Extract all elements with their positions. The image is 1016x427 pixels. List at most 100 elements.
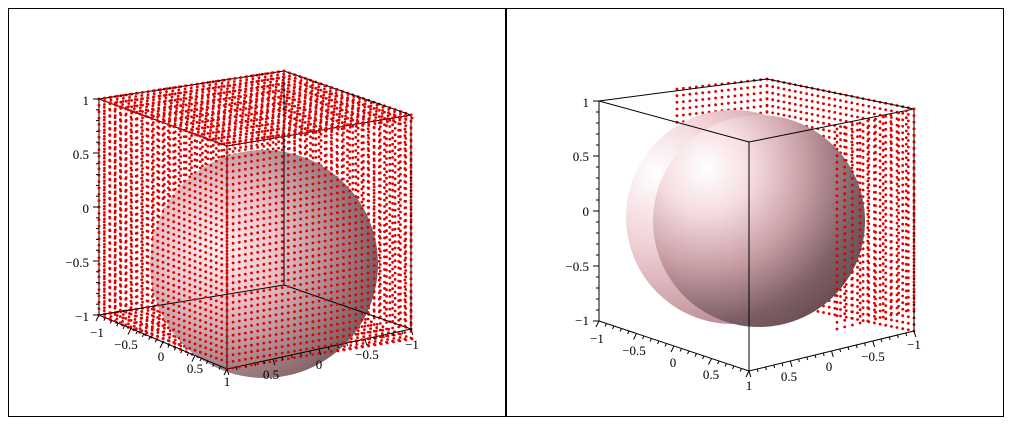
data-point [129, 191, 133, 195]
data-point [179, 155, 183, 158]
data-point [130, 270, 133, 274]
data-point [305, 196, 309, 200]
data-point [244, 154, 247, 158]
data-point [97, 269, 101, 272]
data-point [108, 107, 112, 111]
data-point [102, 239, 106, 243]
data-point [215, 125, 219, 128]
data-point [118, 315, 122, 318]
data-point [152, 311, 156, 315]
data-point [378, 177, 382, 181]
data-point [188, 102, 191, 105]
data-point [150, 282, 154, 286]
data-point [193, 151, 197, 155]
data-point [188, 296, 192, 299]
data-point [198, 319, 202, 322]
data-point [268, 347, 272, 350]
data-point [231, 202, 235, 206]
data-point [166, 205, 170, 209]
data-point [244, 107, 248, 110]
data-point [156, 170, 160, 173]
data-point [360, 200, 364, 204]
data-point [166, 180, 170, 184]
data-point [156, 157, 160, 161]
data-point [124, 177, 128, 181]
data-point [323, 239, 327, 243]
data-point [256, 165, 260, 169]
data-point [139, 106, 142, 110]
data-point [214, 147, 218, 150]
data-point [209, 176, 213, 180]
data-point [342, 164, 345, 168]
data-point [250, 363, 253, 367]
data-point [209, 215, 213, 218]
data-point [168, 131, 172, 135]
data-point [403, 160, 407, 164]
data-point [388, 244, 392, 248]
data-point [161, 191, 165, 194]
data-point [351, 143, 355, 147]
data-point [356, 164, 360, 168]
data-point [204, 295, 208, 299]
data-point [204, 238, 208, 242]
data-point [140, 227, 144, 231]
data-point [342, 229, 345, 233]
data-point [225, 275, 229, 279]
data-point [305, 334, 309, 338]
data-point [244, 318, 247, 322]
data-point [303, 139, 307, 143]
data-point [124, 202, 128, 206]
data-point [193, 323, 197, 327]
data-point [385, 189, 388, 193]
data-point [311, 162, 315, 166]
data-point [293, 172, 296, 176]
data-point [262, 308, 266, 312]
data-point [388, 137, 392, 141]
data-point [403, 206, 407, 210]
data-point [360, 207, 364, 210]
data-point [102, 125, 106, 128]
data-point [250, 166, 253, 170]
data-point [329, 310, 333, 314]
data-point [305, 321, 309, 325]
data-point [293, 343, 296, 346]
data-point [156, 176, 160, 180]
data-point [250, 311, 253, 314]
data-point [360, 213, 364, 217]
data-point [237, 149, 241, 152]
data-point [280, 338, 284, 342]
data-point [372, 277, 376, 280]
data-point [198, 280, 202, 284]
data-point [108, 139, 112, 143]
data-point [191, 125, 195, 129]
data-point [336, 230, 339, 234]
data-point [378, 217, 382, 220]
data-point [102, 245, 106, 249]
data-point [366, 271, 370, 275]
data-point [179, 180, 183, 184]
data-point [113, 211, 117, 215]
data-point [293, 166, 296, 169]
data-point [198, 185, 202, 189]
data-point [118, 264, 122, 268]
data-point [113, 230, 117, 234]
data-point [177, 235, 181, 238]
data-point [336, 290, 339, 293]
data-point [391, 175, 394, 179]
data-point [372, 310, 376, 313]
data-point [188, 334, 192, 337]
data-point [134, 95, 138, 98]
data-point [372, 329, 376, 333]
data-point [177, 266, 181, 270]
data-point [356, 189, 360, 193]
data-point [231, 241, 235, 245]
data-point [299, 322, 302, 326]
data-point [372, 132, 376, 136]
data-point [397, 181, 401, 185]
data-point [311, 143, 315, 147]
data-point [393, 171, 397, 174]
data-point [231, 287, 235, 291]
data-point [166, 212, 170, 215]
data-point [220, 345, 224, 349]
data-point [274, 267, 278, 271]
